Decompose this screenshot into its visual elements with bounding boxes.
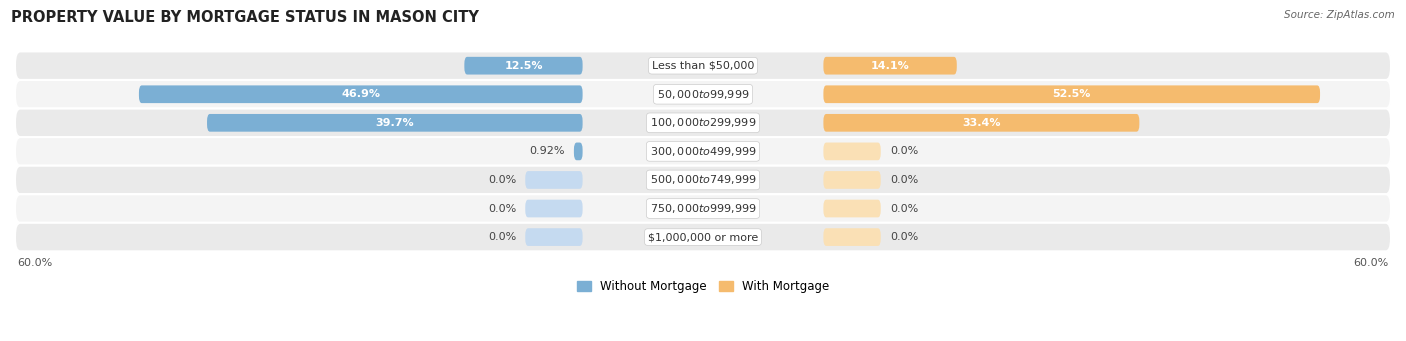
- FancyBboxPatch shape: [15, 166, 1391, 194]
- FancyBboxPatch shape: [464, 57, 582, 75]
- Text: 0.0%: 0.0%: [890, 232, 918, 242]
- FancyBboxPatch shape: [15, 80, 1391, 108]
- Text: 39.7%: 39.7%: [375, 118, 415, 128]
- FancyBboxPatch shape: [574, 143, 582, 160]
- Text: 14.1%: 14.1%: [870, 61, 910, 71]
- FancyBboxPatch shape: [526, 171, 582, 189]
- Text: 0.92%: 0.92%: [529, 146, 565, 157]
- FancyBboxPatch shape: [824, 200, 880, 217]
- Text: 12.5%: 12.5%: [505, 61, 543, 71]
- Text: $100,000 to $299,999: $100,000 to $299,999: [650, 116, 756, 129]
- FancyBboxPatch shape: [15, 194, 1391, 223]
- Text: 60.0%: 60.0%: [17, 258, 52, 268]
- FancyBboxPatch shape: [824, 228, 880, 246]
- Text: 33.4%: 33.4%: [962, 118, 1001, 128]
- FancyBboxPatch shape: [207, 114, 582, 132]
- FancyBboxPatch shape: [15, 137, 1391, 166]
- FancyBboxPatch shape: [15, 51, 1391, 80]
- FancyBboxPatch shape: [824, 114, 1139, 132]
- FancyBboxPatch shape: [824, 171, 880, 189]
- FancyBboxPatch shape: [526, 200, 582, 217]
- FancyBboxPatch shape: [824, 85, 1320, 103]
- Text: $500,000 to $749,999: $500,000 to $749,999: [650, 174, 756, 187]
- Text: 0.0%: 0.0%: [488, 204, 516, 213]
- Text: 52.5%: 52.5%: [1053, 89, 1091, 99]
- FancyBboxPatch shape: [526, 228, 582, 246]
- Text: Less than $50,000: Less than $50,000: [652, 61, 754, 71]
- FancyBboxPatch shape: [139, 85, 582, 103]
- FancyBboxPatch shape: [15, 223, 1391, 251]
- FancyBboxPatch shape: [824, 143, 880, 160]
- Text: 0.0%: 0.0%: [890, 204, 918, 213]
- Text: $50,000 to $99,999: $50,000 to $99,999: [657, 88, 749, 101]
- Text: 46.9%: 46.9%: [342, 89, 380, 99]
- FancyBboxPatch shape: [15, 108, 1391, 137]
- Text: Source: ZipAtlas.com: Source: ZipAtlas.com: [1284, 10, 1395, 20]
- FancyBboxPatch shape: [824, 57, 957, 75]
- Text: 0.0%: 0.0%: [890, 175, 918, 185]
- Text: 0.0%: 0.0%: [488, 175, 516, 185]
- Text: 0.0%: 0.0%: [488, 232, 516, 242]
- Legend: Without Mortgage, With Mortgage: Without Mortgage, With Mortgage: [572, 275, 834, 298]
- Text: 60.0%: 60.0%: [1354, 258, 1389, 268]
- Text: PROPERTY VALUE BY MORTGAGE STATUS IN MASON CITY: PROPERTY VALUE BY MORTGAGE STATUS IN MAS…: [11, 10, 479, 25]
- Text: $750,000 to $999,999: $750,000 to $999,999: [650, 202, 756, 215]
- Text: $300,000 to $499,999: $300,000 to $499,999: [650, 145, 756, 158]
- Text: 0.0%: 0.0%: [890, 146, 918, 157]
- Text: $1,000,000 or more: $1,000,000 or more: [648, 232, 758, 242]
